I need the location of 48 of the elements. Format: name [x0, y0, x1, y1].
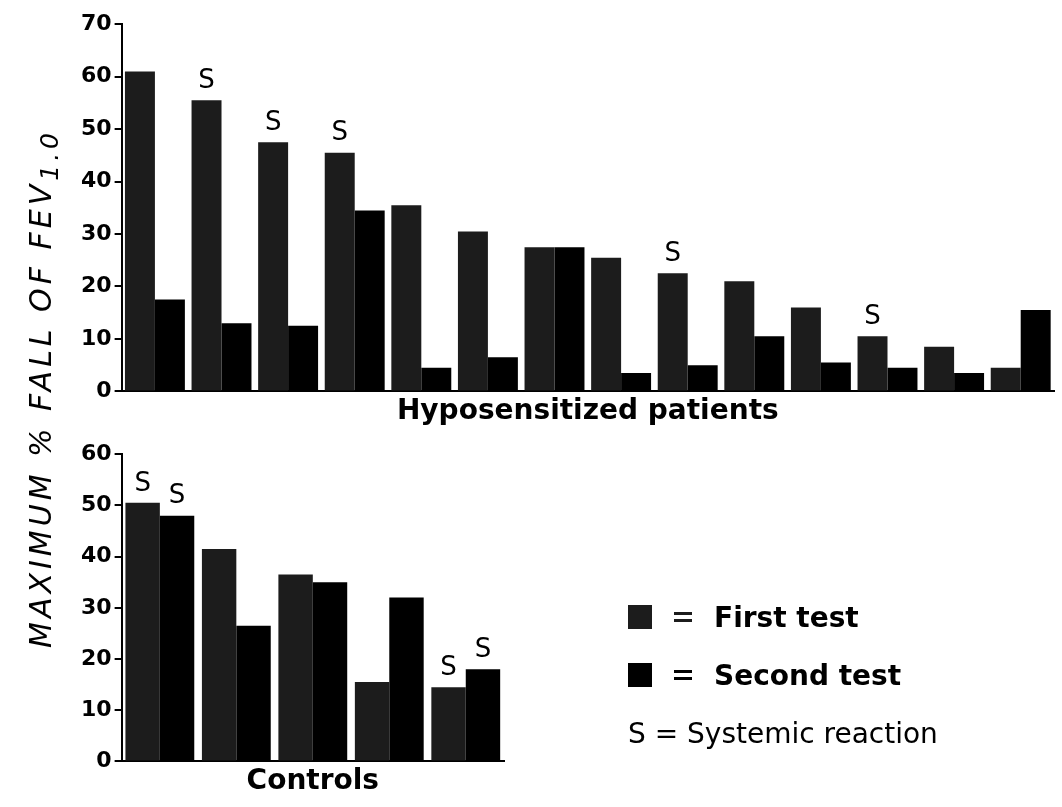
y-tick-label: 20	[80, 272, 112, 298]
y-tick-label: 0	[96, 747, 112, 773]
text: S = Systemic reaction	[628, 715, 938, 752]
y-tick-label: 30	[80, 593, 112, 619]
bar	[125, 502, 160, 761]
legend-label: First test	[714, 600, 859, 634]
y-tick-label: 50	[80, 114, 112, 140]
y-tick-label: 0	[96, 377, 112, 403]
bar	[191, 100, 222, 391]
legend-label: Second test	[714, 658, 902, 692]
y-tick-label: 40	[80, 167, 112, 193]
data-label: S	[134, 466, 151, 497]
bar	[278, 574, 313, 761]
bar	[857, 336, 888, 391]
y-tick-label: 50	[80, 491, 112, 517]
data-label: S	[168, 479, 186, 510]
bar	[924, 346, 955, 391]
x-axis-title: Hyposensitized patients	[396, 393, 779, 427]
bar	[657, 273, 688, 391]
bar	[990, 367, 1021, 391]
bar	[431, 687, 466, 761]
y-tick-label: 10	[80, 324, 112, 350]
x-axis-title: Controls	[246, 763, 380, 797]
data-label: S	[264, 105, 282, 136]
y-tick-label: 70	[80, 9, 112, 35]
bar	[391, 205, 422, 391]
data-label: S	[864, 300, 881, 331]
bar	[258, 142, 289, 391]
bar	[201, 548, 237, 761]
y-tick-label: 40	[80, 542, 112, 568]
bar	[457, 231, 488, 391]
y-tick-label: 60	[80, 439, 112, 465]
y-tick-label: 60	[80, 62, 112, 88]
data-label: S	[440, 650, 457, 681]
y-tick-label: 30	[80, 219, 112, 245]
bar	[524, 247, 555, 391]
y-tick-label: 20	[80, 644, 112, 670]
bar	[591, 257, 622, 391]
y-tick-label: 10	[80, 695, 112, 721]
bar	[790, 307, 821, 391]
data-label: S	[331, 116, 348, 147]
bar	[124, 71, 155, 391]
data-label: S	[474, 632, 492, 663]
bar	[324, 152, 355, 391]
data-label: S	[664, 237, 681, 268]
bar	[354, 682, 390, 761]
data-label: S	[198, 64, 215, 95]
bar	[724, 281, 755, 391]
